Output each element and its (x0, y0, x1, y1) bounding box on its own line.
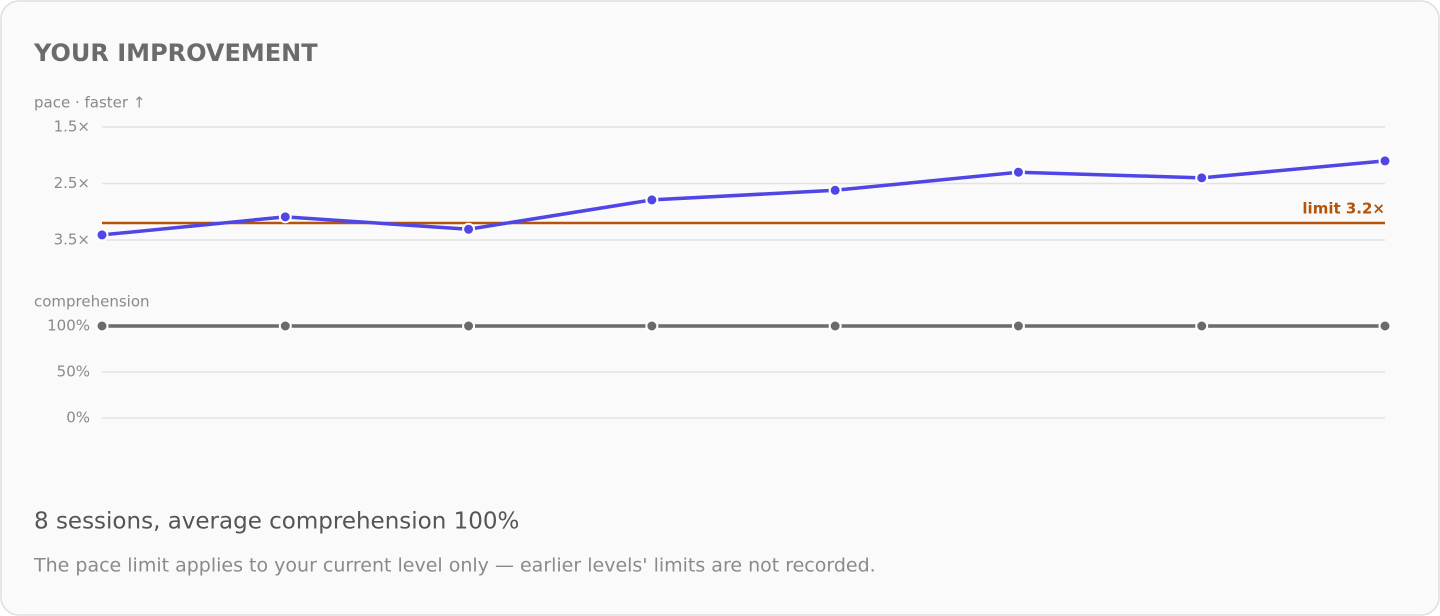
point (95, 228, 109, 242)
y-tick-label: 0% (66, 409, 90, 427)
point (462, 222, 476, 236)
point (1378, 319, 1392, 333)
limit-label: limit 3.2× (1302, 200, 1385, 218)
y-tick-label: 1.5× (54, 118, 90, 136)
point (645, 193, 659, 207)
point (462, 319, 476, 333)
point (1011, 319, 1025, 333)
y-axis-label: pace · faster ↑ (34, 94, 145, 112)
y-tick-label: 50% (57, 363, 90, 381)
point (1195, 319, 1209, 333)
point (278, 210, 292, 224)
series-line (101, 159, 1386, 237)
y-tick-label: 100% (47, 317, 90, 335)
point (95, 319, 109, 333)
point (1195, 171, 1209, 185)
note: The pace limit applies to your current l… (33, 555, 876, 577)
y-tick-label: 3.5× (54, 231, 90, 249)
summary: 8 sessions, average comprehension 100% (34, 509, 519, 535)
point (828, 319, 842, 333)
y-tick-label: 2.5× (54, 174, 90, 192)
card-title: YOUR IMPROVEMENT (33, 39, 318, 67)
point (1378, 154, 1392, 168)
y-axis-label: comprehension (34, 293, 150, 311)
point (645, 319, 659, 333)
point (828, 183, 842, 197)
point (278, 319, 292, 333)
point (1011, 165, 1025, 179)
